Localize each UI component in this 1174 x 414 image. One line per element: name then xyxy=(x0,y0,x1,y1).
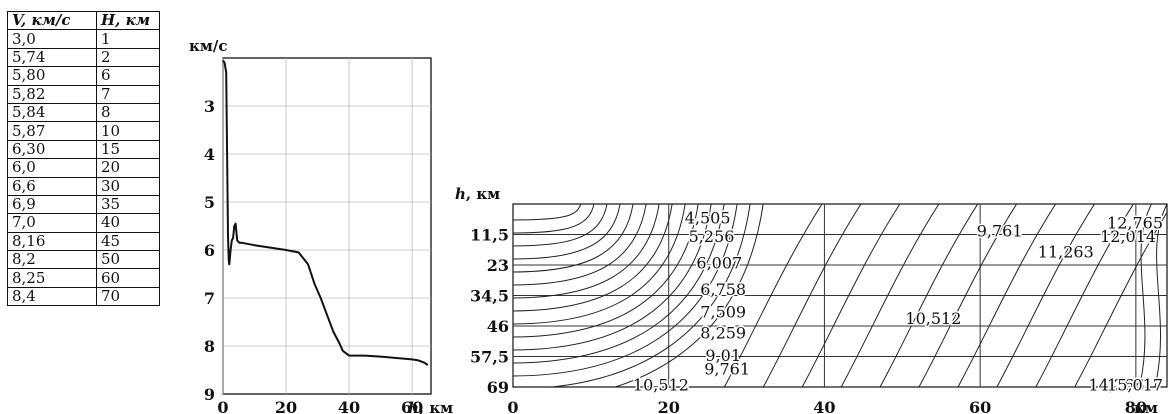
y-tick-label: 57,5 xyxy=(470,348,509,367)
table-row: 8,2 50 xyxy=(7,250,160,270)
contour-line xyxy=(513,204,595,234)
y-tick-label: 6 xyxy=(204,241,215,260)
contour-label: 7,509 xyxy=(700,302,746,321)
velocity-series-line xyxy=(222,59,429,366)
table-row: 8,25 60 xyxy=(7,268,160,288)
contour-label: 15,017 xyxy=(1107,375,1163,394)
contour-line xyxy=(1154,204,1167,387)
contour-line xyxy=(513,204,660,299)
contour-line xyxy=(801,204,901,387)
contour-label: 6,758 xyxy=(700,280,746,299)
y-tick-label: 5 xyxy=(204,193,215,212)
contour-line xyxy=(513,204,699,338)
y-tick-label: 4 xyxy=(204,145,215,164)
velocity-profile-chart: 0 20 40 60 3 4 5 6 7 8 9 км/с h, км xyxy=(189,37,453,414)
contour-line xyxy=(513,204,673,312)
plot-frame xyxy=(222,57,432,395)
contour-label: 12,765 xyxy=(1107,214,1163,233)
contour-line xyxy=(996,204,1096,387)
contour-label: 5,256 xyxy=(689,227,735,246)
contour-line xyxy=(513,204,686,325)
contour-line xyxy=(513,204,712,351)
contour-line xyxy=(613,204,764,387)
x-axis-label: h, км xyxy=(408,399,453,414)
y-axis-label: км/с xyxy=(189,37,227,55)
table-row: 7,0 40 xyxy=(7,213,160,233)
x-tick-label: 0 xyxy=(217,398,228,414)
contour-line xyxy=(513,204,634,273)
x-tick-label: 40 xyxy=(338,398,360,414)
y-tick-label: 46 xyxy=(487,317,509,336)
contour-label: 9,761 xyxy=(977,222,1023,241)
contour-line xyxy=(545,204,751,387)
contour-line xyxy=(513,204,647,286)
x-tick-label: 20 xyxy=(658,398,680,414)
x-tick-label: 40 xyxy=(813,398,835,414)
y-tick-label: 69 xyxy=(487,378,509,397)
contour-line xyxy=(918,204,1018,387)
x-tick-label: 80 xyxy=(1125,398,1147,414)
y-tick-label: 9 xyxy=(204,385,215,404)
depth-cell: 20 xyxy=(96,158,160,178)
velocity-cell: 5,82 xyxy=(7,84,97,104)
x-tick-label: 60 xyxy=(969,398,991,414)
table-row: 8,16 45 xyxy=(7,231,160,252)
isochron-contour-chart: 0 20 40 60 80 11,5 23 34,5 46 57,5 69 h, км км 4,5055… xyxy=(455,185,1168,414)
x-tick-label: 60 xyxy=(401,398,423,414)
contour-line xyxy=(513,204,738,377)
contour-line xyxy=(1035,204,1135,387)
depth-cell: 10 xyxy=(96,121,160,141)
contour-line xyxy=(957,204,1057,387)
contour-lines xyxy=(513,204,1167,387)
y-axis-label: h, км xyxy=(455,185,500,203)
contour-label: 12,014 xyxy=(1100,227,1156,246)
x-axis-label: км xyxy=(1134,399,1158,414)
contour-line xyxy=(762,204,862,387)
y-tick-label: 3 xyxy=(204,97,215,116)
velocity-cell: 7,0 xyxy=(7,213,97,233)
velocity-cell: 5,87 xyxy=(7,121,97,141)
y-tick-label: 8 xyxy=(204,337,215,356)
contour-line xyxy=(513,204,725,364)
contour-label: 10,512 xyxy=(633,375,689,394)
table-row: 5,87 10 xyxy=(7,121,160,141)
contour-label: 11,263 xyxy=(1038,243,1094,262)
y-tick-label: 23 xyxy=(487,256,509,275)
contour-line xyxy=(513,204,582,221)
contour-line xyxy=(513,204,608,247)
contour-label: 8,259 xyxy=(700,324,746,343)
y-tick-label: 34,5 xyxy=(470,287,509,306)
contour-label: 9,761 xyxy=(704,359,750,378)
contour-line xyxy=(723,204,823,387)
contour-label: 14,266 xyxy=(1088,375,1144,394)
depth-cell: 70 xyxy=(96,286,160,307)
contour-line xyxy=(1138,204,1152,387)
y-tick-label: 11,5 xyxy=(470,226,509,245)
contour-line xyxy=(879,204,979,387)
x-tick-label: 20 xyxy=(275,398,297,414)
table-row: 6,0 20 xyxy=(7,158,160,178)
contour-label: 9,01 xyxy=(705,346,741,365)
velocity-depth-table: V, км/с H, км 3,0 1 5,74 2 5,80 6 5,82 7 5,84 8 5,… xyxy=(7,10,160,307)
table-row: 8,4 70 xyxy=(7,286,160,307)
y-tick-label: 7 xyxy=(204,289,215,308)
contour-label: 10,512 xyxy=(905,309,961,328)
contour-line xyxy=(513,204,621,260)
velocity-cell: 8,2 xyxy=(7,250,97,270)
contour-line xyxy=(840,204,940,387)
contour-label: 6,007 xyxy=(696,253,742,272)
contour-label: 4,505 xyxy=(685,208,731,227)
x-tick-label: 0 xyxy=(507,398,518,414)
